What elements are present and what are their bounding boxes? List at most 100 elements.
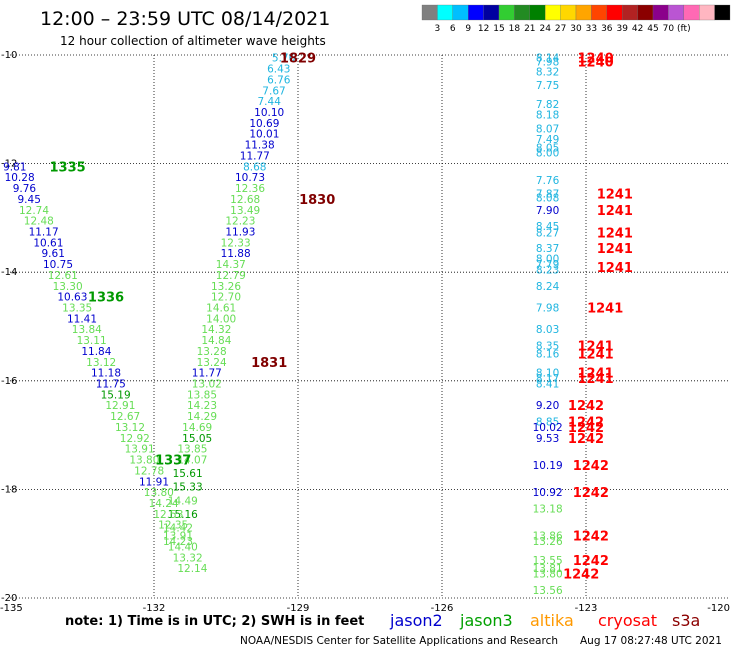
wave-height-value: 14.23 xyxy=(163,536,193,548)
colorbar-label: 45 xyxy=(647,24,658,34)
pass-label: 1241 xyxy=(597,242,633,257)
pass-label: 1242 xyxy=(573,530,609,545)
colorbar-label: (ft) xyxy=(677,24,691,34)
pass-label: 1241 xyxy=(578,340,614,355)
wave-height-value: 13.35 xyxy=(62,302,92,314)
wave-height-value: 12.14 xyxy=(177,563,207,575)
colorbar-label: 18 xyxy=(509,24,521,34)
wave-height-value: 11.41 xyxy=(67,313,97,325)
wave-height-value: 12.33 xyxy=(221,237,251,249)
wave-height-value: 15.61 xyxy=(173,468,203,480)
wave-height-value: 10.28 xyxy=(5,172,35,184)
colorbar-swatch xyxy=(591,4,607,21)
wave-height-value: 13.02 xyxy=(192,379,222,391)
wave-height-value: 6.43 xyxy=(267,64,290,76)
colorbar-swatch xyxy=(514,4,530,21)
wave-height-value: 8.16 xyxy=(536,349,560,361)
pass-label: 1337 xyxy=(155,454,191,469)
wave-height-value: 8.37 xyxy=(536,243,559,255)
wave-height-value: 10.19 xyxy=(533,460,563,472)
colorbar-label: 12 xyxy=(478,24,489,34)
wave-height-value: 8.03 xyxy=(536,324,559,336)
wave-height-value: 8.68 xyxy=(243,161,266,173)
pass-label: 1241 xyxy=(597,261,633,276)
wave-height-value: 13.91 xyxy=(125,444,155,456)
wave-height-value: 13.30 xyxy=(53,281,83,293)
colorbar-swatch xyxy=(714,4,731,21)
pass-labels: 1829183018311335133613371240124012411241… xyxy=(50,52,633,583)
wave-height-value: 8.24 xyxy=(536,281,560,293)
pass-label: 1241 xyxy=(578,372,614,387)
wave-height-value: 11.18 xyxy=(91,368,121,380)
colorbar-swatch xyxy=(421,4,438,21)
credit-right: Aug 17 08:27:48 UTC 2021 xyxy=(580,635,722,647)
wave-height-value: 14.37 xyxy=(216,259,246,271)
colorbar-label: 15 xyxy=(493,24,504,34)
pass-label: 1831 xyxy=(251,356,287,371)
colorbar-label: 42 xyxy=(632,24,643,34)
colorbar-swatch xyxy=(545,4,561,21)
wave-height-value: 8.00 xyxy=(536,148,559,160)
wave-height-value: 7.79 xyxy=(536,259,559,271)
wave-height-value: 12.48 xyxy=(24,216,54,228)
wave-height-value: 8.32 xyxy=(536,66,559,78)
wave-height-value: 14.69 xyxy=(182,422,212,434)
pass-label: 1242 xyxy=(568,432,604,447)
wave-height-value: 10.69 xyxy=(249,118,279,130)
wave-height-value: 13.26 xyxy=(533,536,563,548)
y-tick-label: -14 xyxy=(1,267,17,278)
wave-height-value: 7.87 xyxy=(536,188,559,200)
wave-height-value: 7.82 xyxy=(536,99,559,111)
wave-height-value: 13.18 xyxy=(533,503,563,515)
wave-height-value: 11.93 xyxy=(225,226,255,238)
colorbar-label: 39 xyxy=(616,24,628,34)
wave-height-value: 7.44 xyxy=(258,96,282,108)
wave-height-value: 13.80 xyxy=(144,487,174,499)
credit-left: NOAA/NESDIS Center for Satellite Applica… xyxy=(240,635,558,647)
legend-jason2: jason2 xyxy=(389,611,443,630)
y-tick-label: -12 xyxy=(1,159,17,170)
wave-height-value: 8.85 xyxy=(536,417,559,429)
wave-height-value: 7.49 xyxy=(536,134,559,146)
colorbar-swatch xyxy=(468,4,484,21)
wave-height-value: 15.33 xyxy=(173,482,203,494)
colorbar-swatch xyxy=(483,4,500,21)
pass-label: 1242 xyxy=(568,399,604,414)
colorbar-swatch xyxy=(622,4,638,21)
pass-label: 1241 xyxy=(578,348,614,363)
wave-height-value: 15.05 xyxy=(182,433,212,445)
footnote: note: 1) Time is in UTC; 2) SWH is in fe… xyxy=(65,614,364,629)
wave-height-value: 13.85 xyxy=(177,444,207,456)
colorbar-swatch xyxy=(575,4,592,21)
colorbar-label: 24 xyxy=(539,24,551,34)
colorbar-label: 27 xyxy=(555,24,566,34)
wave-height-value: 11.84 xyxy=(81,346,111,358)
wave-height-value: 8.00 xyxy=(536,254,559,266)
chart-title: 12:00 – 23:59 UTC 08/14/2021 xyxy=(40,8,330,30)
wave-height-value: 13.86 xyxy=(533,531,563,543)
colorbar-label: 36 xyxy=(601,24,613,34)
x-tick-label: -129 xyxy=(287,603,310,614)
wave-height-value: 12.74 xyxy=(19,205,49,217)
wave-height-value: 12.79 xyxy=(216,270,246,282)
pass-label: 1241 xyxy=(578,367,614,382)
pass-label: 1242 xyxy=(573,486,609,501)
wave-height-value: 6.76 xyxy=(267,74,291,86)
wave-height-value: 12.91 xyxy=(105,400,135,412)
y-tick-label: -10 xyxy=(1,50,17,61)
pass-label: 1242 xyxy=(563,568,599,583)
grid xyxy=(10,54,730,599)
pass-label: 1241 xyxy=(597,227,633,242)
wave-height-value: 13.80 xyxy=(129,455,159,467)
wave-height-value: 10.73 xyxy=(235,172,265,184)
wave-height-value: 8.27 xyxy=(536,228,559,240)
wave-height-value: 11.75 xyxy=(96,379,126,391)
wave-height-value: 13.12 xyxy=(115,422,145,434)
wave-height-value: 12.61 xyxy=(48,270,78,282)
colorbar-swatch xyxy=(498,4,515,21)
wave-height-value: 7.90 xyxy=(536,205,559,217)
pass-label: 1830 xyxy=(299,193,335,208)
wave-height-value: 7.75 xyxy=(536,80,559,92)
colorbar-label: 70 xyxy=(663,24,675,34)
